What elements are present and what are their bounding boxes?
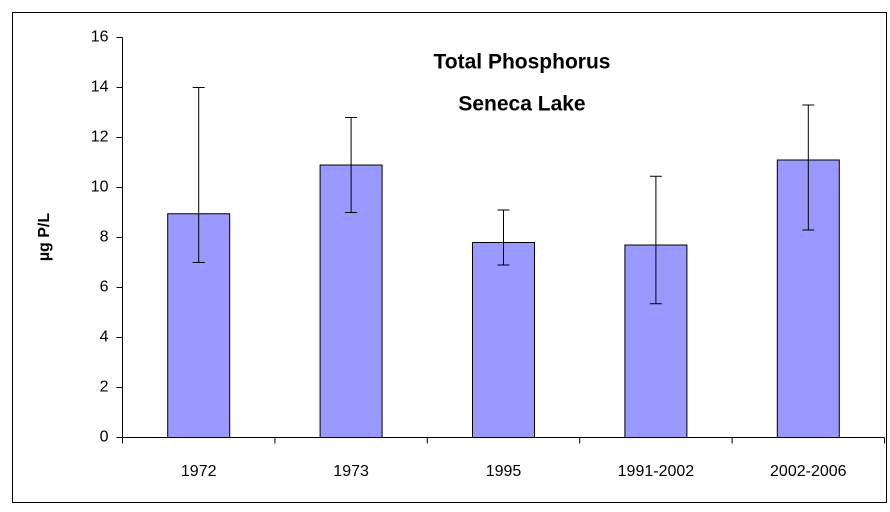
chart-title: Total Phosphorus [434,51,611,74]
error-bar [649,175,662,305]
y-tick-label: 10 [91,179,109,196]
y-tick-label: 14 [91,79,109,96]
error-bar [192,87,205,263]
bar [472,242,535,438]
chart-frame [12,12,887,503]
y-tick-label: 4 [100,329,109,346]
y-tick-label: 0 [100,429,109,446]
y-tick-label: 6 [100,279,109,296]
chart-subtitle: Seneca Lake [458,93,585,116]
error-bar [497,209,510,266]
x-tick-label: 1973 [333,463,369,480]
error-bar [345,117,358,213]
x-tick-label: 2002-2006 [770,463,847,480]
x-tick-label: 1991-2002 [618,463,695,480]
error-bar [802,104,815,231]
y-tick-label: 2 [100,379,109,396]
x-tick-label: 1995 [486,463,522,480]
y-tick-label: 16 [91,29,109,46]
x-tick-label: 1972 [181,463,217,480]
y-tick-label: 12 [91,129,109,146]
y-tick-label: 8 [100,229,109,246]
y-axis-label: µg P/L [36,213,53,262]
